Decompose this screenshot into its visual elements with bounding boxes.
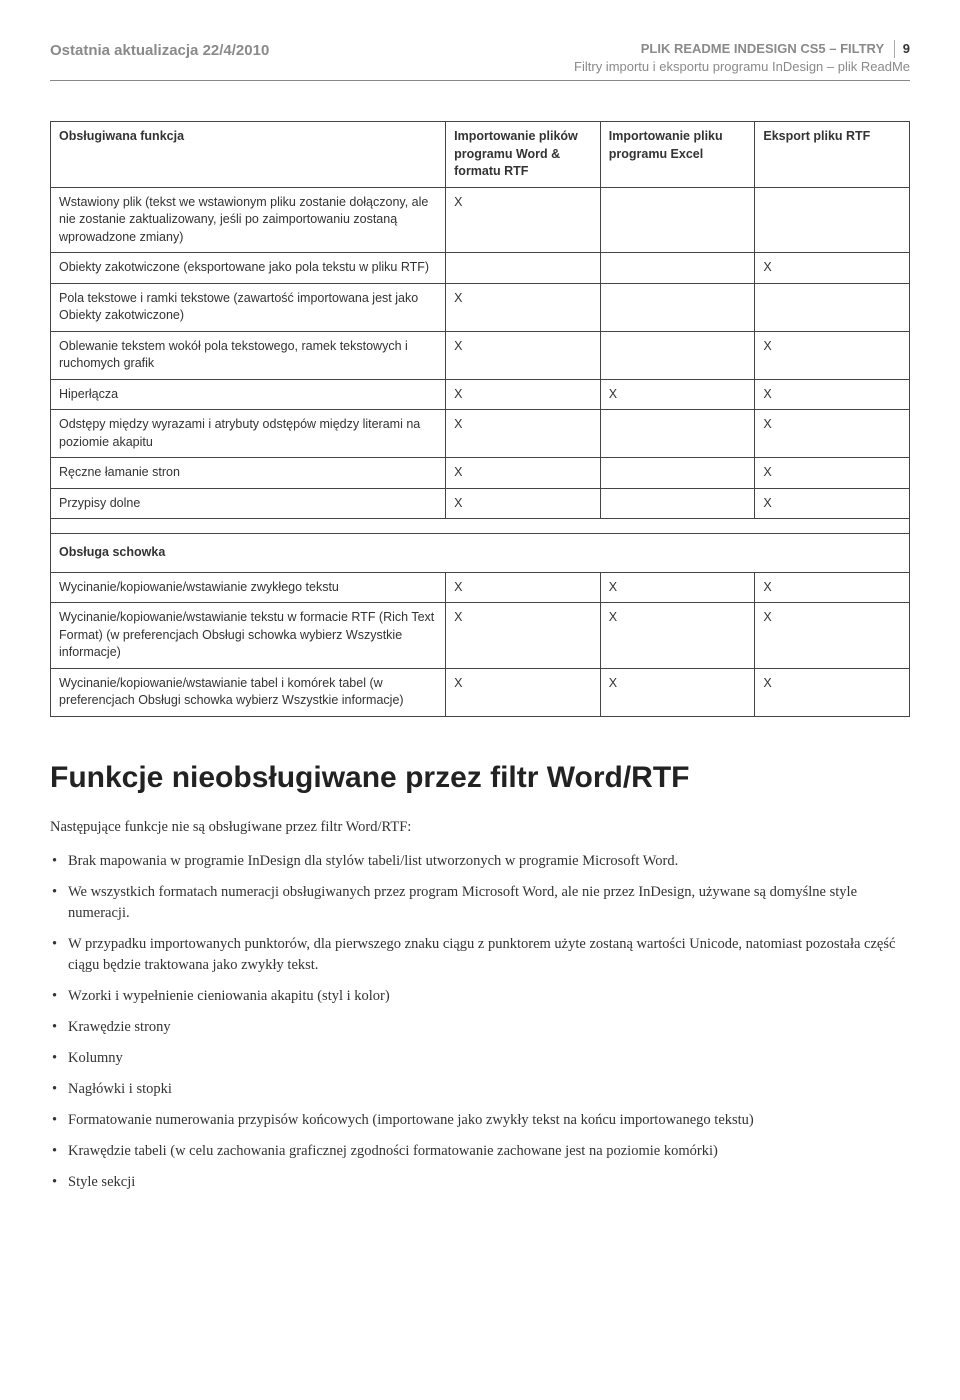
table-row: Wycinanie/kopiowanie/wstawianie tekstu w… [51, 603, 910, 669]
cell: X [600, 379, 755, 410]
cell [755, 283, 910, 331]
table-row: Wycinanie/kopiowanie/wstawianie tabel i … [51, 668, 910, 716]
cell: X [755, 668, 910, 716]
table-row: Hiperłącza X X X [51, 379, 910, 410]
table-header-row: Obsługiwana funkcja Importowanie plików … [51, 122, 910, 188]
feature-label: Wycinanie/kopiowanie/wstawianie zwykłego… [51, 572, 446, 603]
list-item: Krawędzie strony [50, 1017, 910, 1038]
feature-label: Wycinanie/kopiowanie/wstawianie tekstu w… [51, 603, 446, 669]
col-export-rtf: Eksport pliku RTF [755, 122, 910, 188]
list-item: We wszystkich formatach numeracji obsług… [50, 882, 910, 924]
cell [600, 187, 755, 253]
feature-label: Wstawiony plik (tekst we wstawionym plik… [51, 187, 446, 253]
page-header: Ostatnia aktualizacja 22/4/2010 PLIK REA… [50, 40, 910, 81]
cell: X [446, 283, 601, 331]
blank-row [51, 519, 910, 534]
list-item: Style sekcji [50, 1172, 910, 1193]
section-intro: Następujące funkcje nie są obsługiwane p… [50, 817, 910, 837]
section-label: Obsługa schowka [51, 534, 910, 573]
list-item: Nagłówki i stopki [50, 1079, 910, 1100]
list-item: Krawędzie tabeli (w celu zachowania graf… [50, 1141, 910, 1162]
cell: X [446, 379, 601, 410]
col-import-excel: Importowanie pliku programu Excel [600, 122, 755, 188]
cell: X [755, 253, 910, 284]
feature-label: Obiekty zakotwiczone (eksportowane jako … [51, 253, 446, 284]
cell [600, 410, 755, 458]
section-row: Obsługa schowka [51, 534, 910, 573]
list-item: W przypadku importowanych punktorów, dla… [50, 934, 910, 976]
cell [600, 283, 755, 331]
table-row: Wstawiony plik (tekst we wstawionym plik… [51, 187, 910, 253]
feature-label: Odstępy między wyrazami i atrybuty odstę… [51, 410, 446, 458]
table-row: Oblewanie tekstem wokół pola tekstowego,… [51, 331, 910, 379]
cell: X [755, 572, 910, 603]
cell: X [755, 458, 910, 489]
cell: X [446, 603, 601, 669]
doc-title-sub: Filtry importu i eksportu programu InDes… [574, 58, 910, 76]
cell: X [755, 488, 910, 519]
cell: X [446, 410, 601, 458]
table-row: Pola tekstowe i ramki tekstowe (zawartoś… [51, 283, 910, 331]
table-row: Przypisy dolne X X [51, 488, 910, 519]
cell: X [446, 187, 601, 253]
last-update: Ostatnia aktualizacja 22/4/2010 [50, 40, 269, 61]
list-item: Wzorki i wypełnienie cieniowania akapitu… [50, 986, 910, 1007]
list-item: Kolumny [50, 1048, 910, 1069]
cell [600, 488, 755, 519]
cell: X [600, 668, 755, 716]
cell: X [600, 603, 755, 669]
cell: X [755, 603, 910, 669]
feature-label: Pola tekstowe i ramki tekstowe (zawartoś… [51, 283, 446, 331]
doc-title-block: PLIK README INDESIGN CS5 – FILTRY 9 Filt… [574, 40, 910, 76]
feature-label: Przypisy dolne [51, 488, 446, 519]
cell: X [755, 331, 910, 379]
col-feature: Obsługiwana funkcja [51, 122, 446, 188]
feature-label: Wycinanie/kopiowanie/wstawianie tabel i … [51, 668, 446, 716]
cell: X [446, 572, 601, 603]
page-number: 9 [894, 40, 910, 58]
table-row: Odstępy między wyrazami i atrybuty odstę… [51, 410, 910, 458]
cell: X [446, 331, 601, 379]
cell [600, 458, 755, 489]
cell: X [446, 668, 601, 716]
feature-label: Oblewanie tekstem wokół pola tekstowego,… [51, 331, 446, 379]
doc-title-top: PLIK README INDESIGN CS5 – FILTRY [641, 41, 884, 56]
cell [446, 253, 601, 284]
bullet-list: Brak mapowania w programie InDesign dla … [50, 851, 910, 1193]
cell: X [446, 458, 601, 489]
table-row: Obiekty zakotwiczone (eksportowane jako … [51, 253, 910, 284]
table-row: Wycinanie/kopiowanie/wstawianie zwykłego… [51, 572, 910, 603]
cell: X [755, 410, 910, 458]
section-heading: Funkcje nieobsługiwane przez filtr Word/… [50, 757, 910, 799]
feature-label: Ręczne łamanie stron [51, 458, 446, 489]
table-row: Ręczne łamanie stron X X [51, 458, 910, 489]
cell: X [755, 379, 910, 410]
col-import-word: Importowanie plików programu Word & form… [446, 122, 601, 188]
cell: X [600, 572, 755, 603]
list-item: Brak mapowania w programie InDesign dla … [50, 851, 910, 872]
cell [600, 331, 755, 379]
list-item: Formatowanie numerowania przypisów końco… [50, 1110, 910, 1131]
cell [755, 187, 910, 253]
cell [600, 253, 755, 284]
cell: X [446, 488, 601, 519]
feature-label: Hiperłącza [51, 379, 446, 410]
features-table: Obsługiwana funkcja Importowanie plików … [50, 121, 910, 717]
